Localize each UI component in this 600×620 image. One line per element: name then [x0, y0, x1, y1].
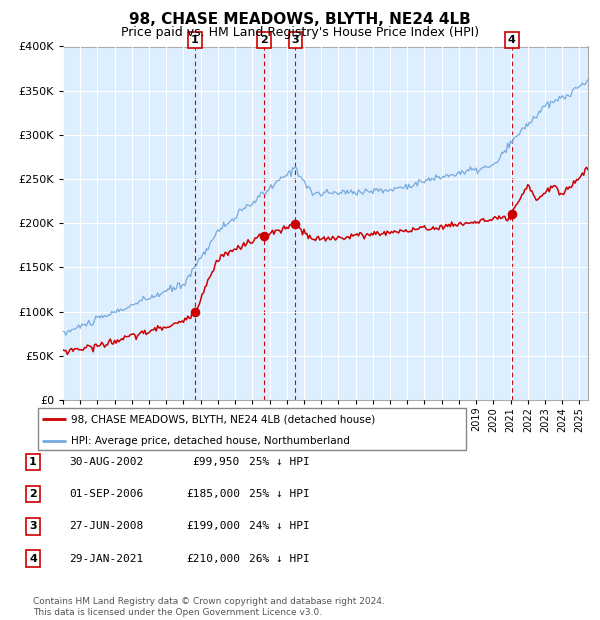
Text: 3: 3 — [292, 35, 299, 45]
Text: Price paid vs. HM Land Registry's House Price Index (HPI): Price paid vs. HM Land Registry's House … — [121, 26, 479, 39]
Text: £99,950: £99,950 — [193, 457, 240, 467]
Text: 30-AUG-2002: 30-AUG-2002 — [69, 457, 143, 467]
Text: Contains HM Land Registry data © Crown copyright and database right 2024.
This d: Contains HM Land Registry data © Crown c… — [33, 598, 385, 617]
Text: 4: 4 — [29, 554, 37, 564]
FancyBboxPatch shape — [38, 409, 466, 450]
Text: 3: 3 — [29, 521, 37, 531]
Text: £185,000: £185,000 — [186, 489, 240, 499]
Text: 98, CHASE MEADOWS, BLYTH, NE24 4LB: 98, CHASE MEADOWS, BLYTH, NE24 4LB — [129, 12, 471, 27]
Text: HPI: Average price, detached house, Northumberland: HPI: Average price, detached house, Nort… — [71, 436, 349, 446]
Text: 2: 2 — [29, 489, 37, 499]
Text: 1: 1 — [29, 457, 37, 467]
Text: £199,000: £199,000 — [186, 521, 240, 531]
Point — [259, 231, 269, 241]
Text: 24% ↓ HPI: 24% ↓ HPI — [249, 521, 310, 531]
Text: £210,000: £210,000 — [186, 554, 240, 564]
Text: 01-SEP-2006: 01-SEP-2006 — [69, 489, 143, 499]
Text: 25% ↓ HPI: 25% ↓ HPI — [249, 489, 310, 499]
Text: 27-JUN-2008: 27-JUN-2008 — [69, 521, 143, 531]
Text: 29-JAN-2021: 29-JAN-2021 — [69, 554, 143, 564]
Point — [190, 307, 200, 317]
Text: 25% ↓ HPI: 25% ↓ HPI — [249, 457, 310, 467]
Text: 1: 1 — [191, 35, 199, 45]
Text: 98, CHASE MEADOWS, BLYTH, NE24 4LB (detached house): 98, CHASE MEADOWS, BLYTH, NE24 4LB (deta… — [71, 414, 375, 424]
Text: 4: 4 — [508, 35, 516, 45]
Point — [290, 219, 300, 229]
Text: 2: 2 — [260, 35, 268, 45]
Text: 26% ↓ HPI: 26% ↓ HPI — [249, 554, 310, 564]
Point — [507, 210, 517, 219]
